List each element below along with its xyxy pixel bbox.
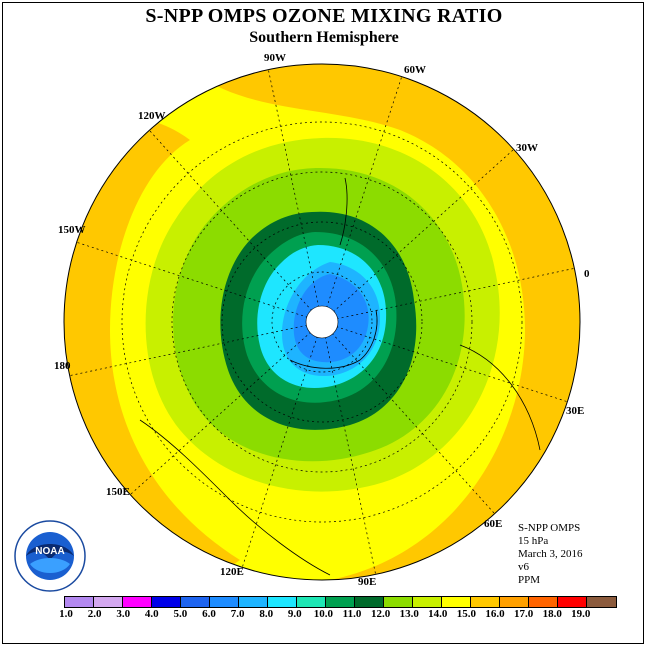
lon-label-90e: 90E <box>358 576 377 588</box>
lon-label-30e: 30E <box>566 405 585 417</box>
colorbar-label: 11.0 <box>342 608 362 620</box>
colorbar-swatch <box>65 597 94 607</box>
meridian-line <box>321 321 503 523</box>
colorbar-swatch <box>442 597 471 607</box>
colorbar-swatch <box>471 597 500 607</box>
meridian-line <box>64 321 323 379</box>
lon-label-90w: 90W <box>264 52 286 64</box>
coastline-australia <box>139 419 331 576</box>
colorbar-label: 8.0 <box>259 608 274 620</box>
colorbar <box>64 596 617 608</box>
logo-text: NOAA <box>35 546 64 557</box>
map-title: S-NPP OMPS OZONE MIXING RATIO <box>145 5 503 27</box>
latitude-circles <box>121 121 523 523</box>
lon-label-30w: 30W <box>516 142 538 154</box>
meridian-line <box>141 121 323 323</box>
longitude-lines <box>64 64 580 580</box>
lon-label-60w: 60W <box>404 64 426 76</box>
colorbar-swatch <box>587 597 616 607</box>
colorbar-label: 10.0 <box>313 608 334 620</box>
colorbar-swatch <box>500 597 529 607</box>
colorbar-label: 6.0 <box>202 608 216 620</box>
colorbar-swatch <box>558 597 587 607</box>
colorbar-label: 13.0 <box>399 608 419 620</box>
lon-label-120e: 120E <box>220 566 244 578</box>
info-units: PPM <box>518 574 541 586</box>
colorbar-swatch <box>297 597 326 607</box>
colorbar-labels: 1.0 2.0 3.0 4.0 5.0 6.0 7.0 8.0 9.0 10.0 11.0 12.0 1… <box>0 608 648 622</box>
meridian-line <box>321 65 406 323</box>
colorbar-label: 16.0 <box>485 608 505 620</box>
field-14-15-east <box>190 64 580 580</box>
info-instrument: S-NPP OMPS <box>518 522 581 534</box>
colorbar-swatch <box>123 597 152 607</box>
colorbar-swatch <box>326 597 355 607</box>
meridian-line <box>321 265 580 323</box>
colorbar-swatch <box>210 597 239 607</box>
colorbar-label: 7.0 <box>230 608 245 620</box>
map-boundary <box>63 63 581 581</box>
colorbar-swatch <box>413 597 442 607</box>
info-date: March 3, 2016 <box>518 548 583 560</box>
colorbar-swatch <box>152 597 181 607</box>
lon-label-150e: 150E <box>106 486 130 498</box>
lon-label-60e: 60E <box>484 518 503 530</box>
coastline-antarctica <box>289 309 378 369</box>
meridian-line <box>321 321 379 580</box>
coastline-south-america <box>339 177 348 246</box>
colorbar-label: 3.0 <box>116 608 131 620</box>
meridian-line <box>321 321 579 406</box>
lon-label-0: 0 <box>584 268 590 280</box>
noaa-logo: NOAA <box>14 520 86 592</box>
meridian-line <box>65 238 323 323</box>
colorbar-label: 12.0 <box>370 608 391 620</box>
colorbar-label: 4.0 <box>144 608 159 620</box>
colorbar-label: 18.0 <box>542 608 562 620</box>
colorbar-label: 1.0 <box>59 608 73 620</box>
meridian-line <box>121 321 323 503</box>
colorbar-swatch <box>181 597 210 607</box>
colorbar-label: 19.0 <box>571 608 591 620</box>
info-panel: S-NPP OMPS 15 hPa March 3, 2016 v6 PPM <box>518 522 582 587</box>
colorbar-swatch <box>529 597 558 607</box>
colorbar-swatch <box>384 597 413 607</box>
map-subtitle: Southern Hemisphere <box>249 29 399 46</box>
colorbar-swatch <box>239 597 268 607</box>
lon-label-120w: 120W <box>138 110 166 122</box>
colorbar-label: 2.0 <box>87 608 102 620</box>
colorbar-label: 17.0 <box>513 608 534 620</box>
colorbar-swatch <box>94 597 123 607</box>
info-version: v6 <box>518 561 529 573</box>
meridian-line <box>321 141 523 323</box>
colorbar-swatch <box>268 597 297 607</box>
colorbar-swatch <box>355 597 384 607</box>
colorbar-label: 15.0 <box>456 608 477 620</box>
meridian-line <box>265 64 323 323</box>
colorbar-label: 5.0 <box>173 608 188 620</box>
colorbar-label: 14.0 <box>428 608 448 620</box>
colorbar-label: 9.0 <box>287 608 302 620</box>
meridian-line <box>238 321 323 579</box>
coastline-africa <box>459 344 541 451</box>
lon-label-180: 180 <box>54 360 71 372</box>
lon-label-150w: 150W <box>58 224 86 236</box>
pole-gap <box>305 305 339 339</box>
info-level: 15 hPa <box>518 535 549 547</box>
